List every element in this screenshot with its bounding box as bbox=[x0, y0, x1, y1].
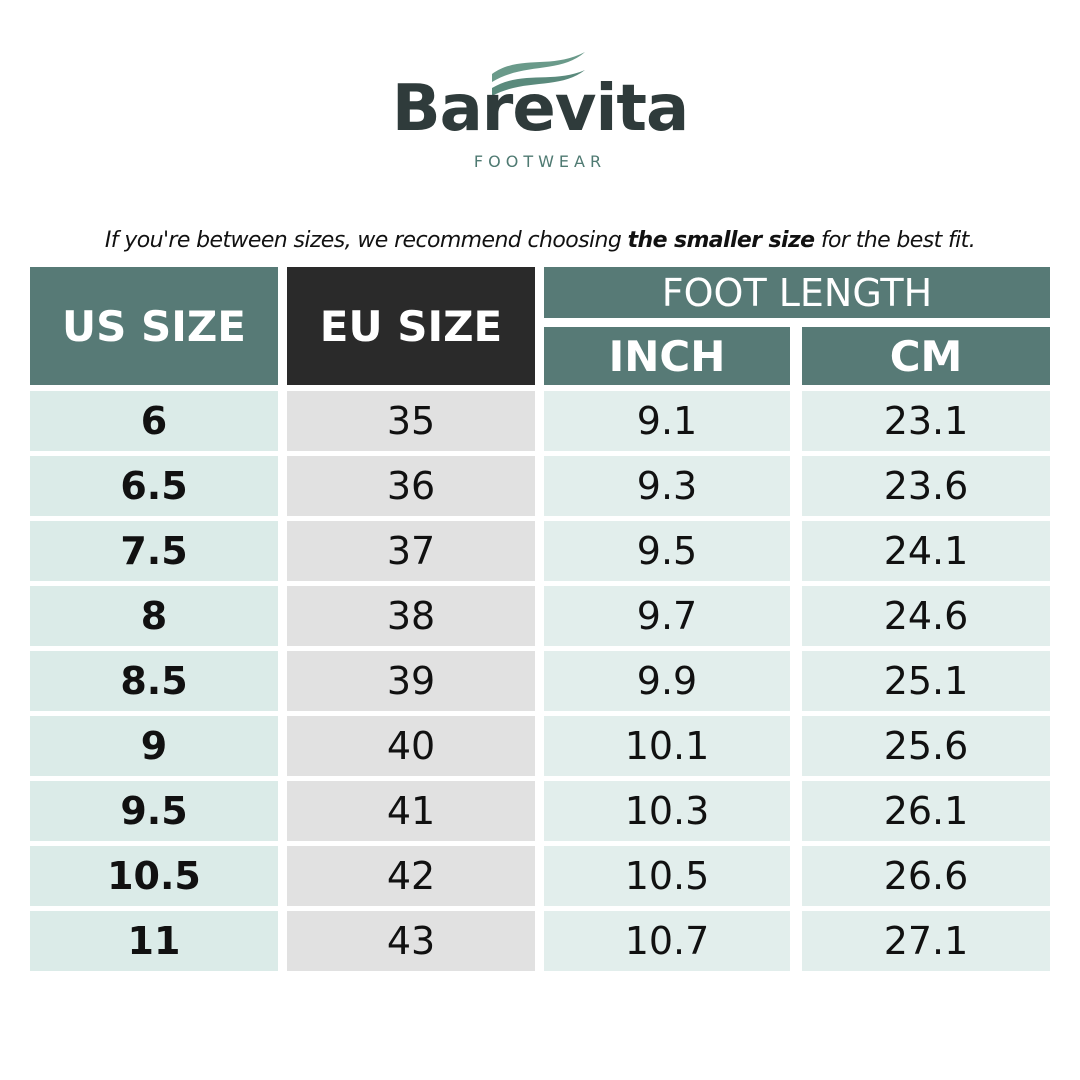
cm-cell: 25.1 bbox=[802, 651, 1050, 711]
inch-cell: 9.3 bbox=[544, 456, 790, 516]
cm-cell: 23.1 bbox=[802, 391, 1050, 451]
inch-cell: 9.7 bbox=[544, 586, 790, 646]
us-size-cell: 8.5 bbox=[30, 651, 278, 711]
eu-size-cell: 37 bbox=[287, 521, 535, 581]
inch-cell: 10.1 bbox=[544, 716, 790, 776]
cm-cell: 25.6 bbox=[802, 716, 1050, 776]
inch-cell: 10.7 bbox=[544, 911, 790, 971]
us-size-cell: 11 bbox=[30, 911, 278, 971]
eu-size-cell: 36 bbox=[287, 456, 535, 516]
header-inch: INCH bbox=[544, 327, 790, 385]
us-size-cell: 9 bbox=[30, 716, 278, 776]
eu-size-cell: 39 bbox=[287, 651, 535, 711]
header-cm: CM bbox=[802, 327, 1050, 385]
brand: Barevita bbox=[391, 72, 689, 146]
eu-size-cell: 38 bbox=[287, 586, 535, 646]
us-size-cell: 7.5 bbox=[30, 521, 278, 581]
us-size-cell: 9.5 bbox=[30, 781, 278, 841]
eu-size-cell: 41 bbox=[287, 781, 535, 841]
eu-size-cell: 40 bbox=[287, 716, 535, 776]
cm-cell: 26.1 bbox=[802, 781, 1050, 841]
inch-cell: 9.1 bbox=[544, 391, 790, 451]
cm-cell: 24.1 bbox=[802, 521, 1050, 581]
tagline: FOOTWEAR bbox=[473, 152, 607, 171]
inch-cell: 10.5 bbox=[544, 846, 790, 906]
note-bold: the smaller size bbox=[627, 228, 816, 253]
logo-waves bbox=[492, 52, 585, 96]
cm-cell: 24.6 bbox=[802, 586, 1050, 646]
note-text: If you're between sizes, we recommend ch… bbox=[104, 228, 628, 253]
eu-size-cell: 35 bbox=[287, 391, 535, 451]
us-size-cell: 8 bbox=[30, 586, 278, 646]
note: If you're between sizes, we recommend ch… bbox=[0, 228, 1080, 253]
cm-cell: 23.6 bbox=[802, 456, 1050, 516]
us-size-cell: 6 bbox=[30, 391, 278, 451]
header-us: US SIZE bbox=[30, 267, 278, 385]
us-size-cell: 10.5 bbox=[30, 846, 278, 906]
header-eu: EU SIZE bbox=[287, 267, 535, 385]
inch-cell: 9.5 bbox=[544, 521, 790, 581]
cm-cell: 27.1 bbox=[802, 911, 1050, 971]
us-size-cell: 6.5 bbox=[30, 456, 278, 516]
eu-size-cell: 42 bbox=[287, 846, 535, 906]
inch-cell: 9.9 bbox=[544, 651, 790, 711]
note-text: for the best fit. bbox=[814, 228, 976, 253]
inch-cell: 10.3 bbox=[544, 781, 790, 841]
cm-cell: 26.6 bbox=[802, 846, 1050, 906]
eu-size-cell: 43 bbox=[287, 911, 535, 971]
header-group: FOOT LENGTH bbox=[544, 267, 1050, 318]
